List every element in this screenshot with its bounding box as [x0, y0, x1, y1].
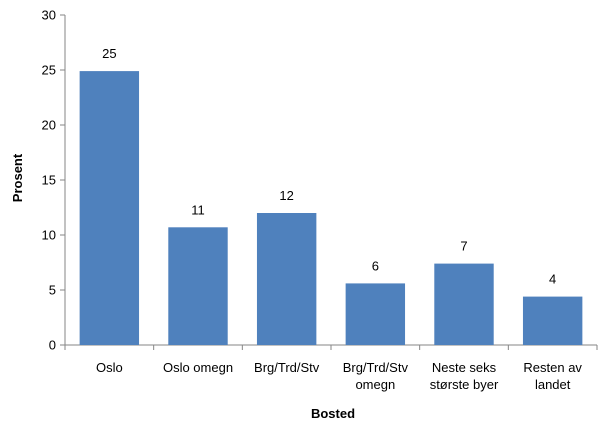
bar — [168, 227, 228, 345]
y-tick-label: 0 — [49, 338, 56, 353]
x-tick-label: Resten av landet — [523, 360, 582, 392]
bar — [345, 283, 406, 345]
bar — [522, 296, 583, 345]
bar — [256, 213, 317, 345]
data-label: 25 — [102, 46, 116, 61]
data-labels: 25 11 12 6 7 4 — [102, 46, 556, 287]
y-tick-label: 20 — [42, 118, 56, 133]
y-tick-label: 25 — [42, 63, 56, 78]
bar — [434, 263, 494, 345]
x-tick-label: Oslo — [96, 360, 123, 375]
bar — [79, 71, 140, 345]
data-label: 11 — [191, 202, 205, 217]
x-tick-label: Neste seks største byer — [430, 360, 499, 392]
y-tick-label: 30 — [42, 8, 56, 23]
data-label: 4 — [549, 272, 556, 287]
y-tick-label: 15 — [42, 173, 56, 188]
data-label: 12 — [279, 188, 293, 203]
x-tick-label: Brg/Trd/Stv — [254, 360, 320, 375]
x-axis-title: Bosted — [311, 406, 355, 421]
y-tick-label: 5 — [49, 283, 56, 298]
x-tick-label: Oslo omegn — [163, 360, 233, 375]
x-tick-label: Brg/Trd/Stv omegn — [343, 360, 409, 392]
bars — [79, 71, 583, 345]
y-axis-title: Prosent — [10, 153, 25, 202]
x-axis: Oslo Oslo omegn Brg/Trd/Stv Brg/Trd/Stv omeg… — [64, 344, 598, 392]
data-label: 6 — [372, 258, 379, 273]
y-tick-label: 10 — [42, 228, 56, 243]
y-axis: 0 5 10 15 20 25 30 — [42, 8, 66, 353]
data-label: 7 — [460, 239, 467, 254]
